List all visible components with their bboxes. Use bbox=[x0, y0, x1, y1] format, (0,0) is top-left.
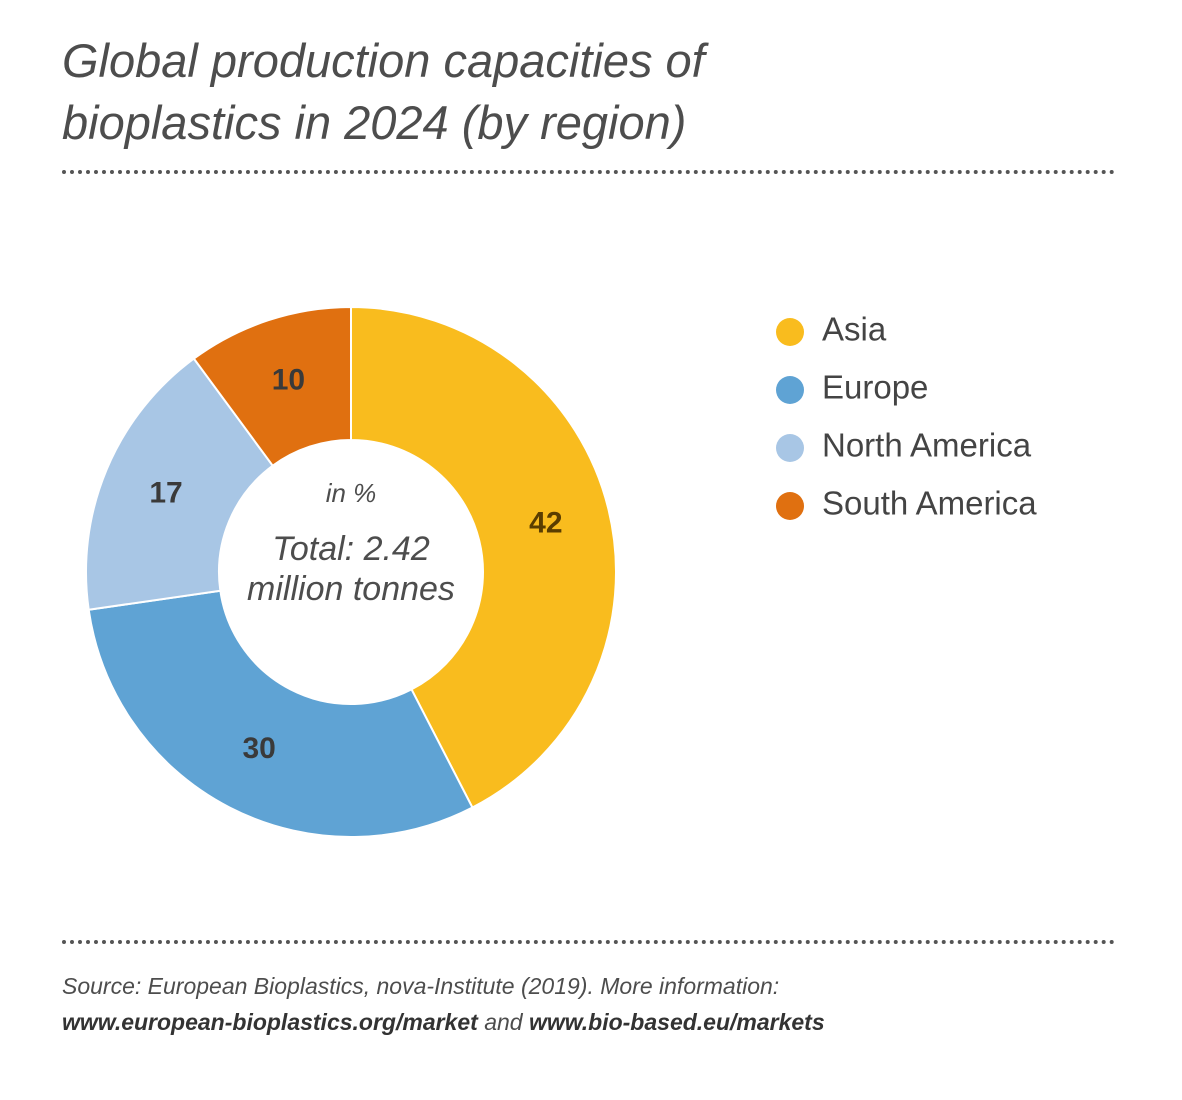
data-label: 42 bbox=[529, 507, 562, 540]
data-label: 10 bbox=[272, 363, 305, 396]
source-text: Source: European Bioplastics, nova-Insti… bbox=[62, 973, 780, 999]
chart: 42 30 17 10 Asia Europe North America South Ame… bbox=[85, 305, 1037, 838]
legend-swatch bbox=[776, 376, 804, 404]
donut-slice bbox=[350, 305, 617, 809]
data-label: 17 bbox=[149, 476, 182, 509]
total-label: Total: 2.42 million tonnes bbox=[247, 530, 455, 608]
unit-label: in % bbox=[325, 478, 377, 508]
legend-swatch bbox=[776, 318, 804, 346]
source-link[interactable]: www.european-bioplastics.org/market bbox=[62, 1009, 478, 1035]
data-label: 30 bbox=[242, 732, 275, 765]
legend-label: Europe bbox=[822, 369, 928, 406]
source: Source: European Bioplastics, nova-Insti… bbox=[62, 968, 1142, 1040]
center-text: in % Total: 2.42 million tonnes bbox=[236, 478, 466, 609]
donut-slice bbox=[85, 357, 275, 611]
legend-label: South America bbox=[822, 485, 1037, 522]
donut-slice bbox=[192, 305, 352, 468]
legend-swatch bbox=[776, 434, 804, 462]
divider bbox=[62, 940, 1115, 944]
divider bbox=[62, 170, 1115, 174]
source-link[interactable]: www.bio-based.eu/markets bbox=[528, 1009, 825, 1035]
donut-slice bbox=[87, 589, 474, 838]
legend-label: Asia bbox=[822, 311, 887, 348]
legend-swatch bbox=[776, 492, 804, 520]
legend-label: North America bbox=[822, 427, 1032, 464]
source-connector: and bbox=[484, 1009, 523, 1035]
chart-title: Global production capacities of bioplast… bbox=[62, 34, 705, 149]
